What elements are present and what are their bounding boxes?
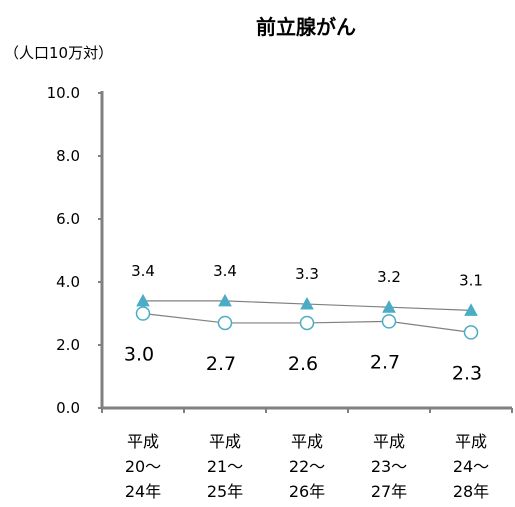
data-label: 2.6 <box>288 353 318 375</box>
x-category-label: 24年 <box>125 482 161 501</box>
data-label: 2.3 <box>452 362 482 384</box>
y-tick-label: 4.0 <box>56 273 80 291</box>
data-label: 3.3 <box>295 265 319 283</box>
axes: 0.0 2.0 4.0 6.0 8.0 10.0 平成 20～ 24年 平成 21～ 25年 平成 22～… <box>47 84 512 501</box>
circle-marker <box>465 326 478 339</box>
x-category-label: 平成 <box>127 432 159 451</box>
circle-marker <box>301 316 314 329</box>
data-label: 3.1 <box>459 271 483 289</box>
data-label: 3.0 <box>124 344 154 366</box>
x-category-label: 25年 <box>207 482 243 501</box>
y-tick-label: 10.0 <box>47 84 80 102</box>
x-category-label: 21～ <box>207 457 243 476</box>
y-tick-label: 8.0 <box>56 147 80 165</box>
data-label: 3.4 <box>131 262 155 280</box>
circle-marker <box>219 316 232 329</box>
circle-marker <box>383 315 396 328</box>
x-category-label: 平成 <box>291 432 323 451</box>
y-tick-label: 2.0 <box>56 336 80 354</box>
x-category-label: 27年 <box>371 482 407 501</box>
y-unit-label: （人口10万対） <box>4 44 113 62</box>
plot-area: 3.4 3.4 3.3 3.2 3.1 3.0 2.7 2.6 2.7 2.3 <box>124 262 483 385</box>
x-category-label: 22～ <box>289 457 325 476</box>
x-category-label: 24～ <box>453 457 489 476</box>
x-category-label: 28年 <box>453 482 489 501</box>
x-category-label: 平成 <box>455 432 487 451</box>
x-category-label: 26年 <box>289 482 325 501</box>
series-circle: 3.0 2.7 2.6 2.7 2.3 <box>124 307 482 384</box>
x-category-label: 平成 <box>209 432 241 451</box>
data-label: 2.7 <box>206 353 236 375</box>
chart-title: 前立腺がん <box>256 15 356 39</box>
series-triangle: 3.4 3.4 3.3 3.2 3.1 <box>131 262 483 315</box>
x-category-label: 平成 <box>373 432 405 451</box>
x-category-label: 20～ <box>125 457 161 476</box>
y-tick-label: 6.0 <box>56 210 80 228</box>
data-label: 2.7 <box>370 351 400 373</box>
y-tick-label: 0.0 <box>56 399 80 417</box>
x-category-label: 23～ <box>371 457 407 476</box>
data-label: 3.2 <box>377 268 401 286</box>
circle-marker <box>137 307 150 320</box>
data-label: 3.4 <box>213 262 237 280</box>
